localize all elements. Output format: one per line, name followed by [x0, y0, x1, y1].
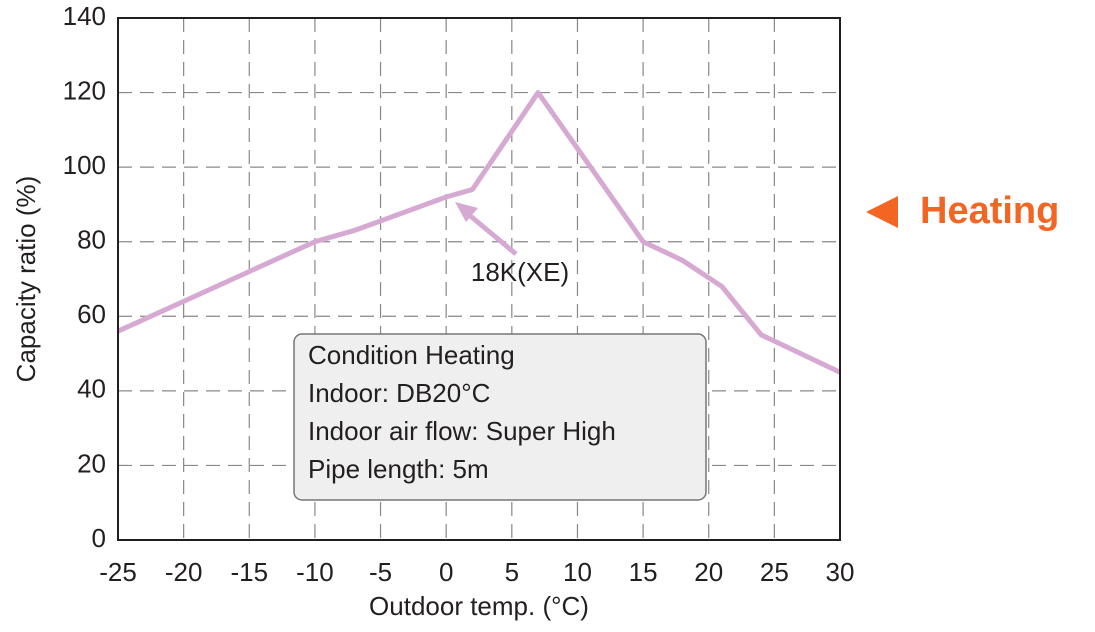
condition-text: Indoor air flow: Super High [308, 416, 616, 446]
condition-text: Condition Heating [308, 340, 515, 370]
y-tick-label: 140 [63, 1, 106, 31]
x-tick-label: 15 [629, 557, 658, 587]
x-tick-label: 30 [826, 557, 855, 587]
x-tick-label: 5 [505, 557, 519, 587]
y-axis-label: Capacity ratio (%) [11, 176, 41, 383]
x-tick-label: -15 [230, 557, 268, 587]
y-tick-label: 40 [77, 374, 106, 404]
annotation-arrowhead [455, 202, 478, 222]
side-label: Heating [920, 190, 1059, 232]
condition-text: Pipe length: 5m [308, 454, 489, 484]
x-tick-label: 10 [563, 557, 592, 587]
annotation-arrow [466, 212, 518, 256]
y-tick-label: 100 [63, 150, 106, 180]
x-tick-label: -25 [99, 557, 137, 587]
y-tick-label: 20 [77, 448, 106, 478]
y-tick-label: 60 [77, 299, 106, 329]
y-tick-label: 0 [92, 523, 106, 553]
x-tick-label: -10 [296, 557, 334, 587]
x-tick-label: -5 [369, 557, 392, 587]
data-line [116, 90, 842, 375]
x-axis-label: Outdoor temp. (°C) [369, 591, 589, 621]
x-tick-label: 20 [694, 557, 723, 587]
series-label: 18K(XE) [471, 257, 569, 287]
side-arrow [866, 196, 898, 228]
x-tick-label: 0 [439, 557, 453, 587]
condition-text: Indoor: DB20°C [308, 378, 490, 408]
plot-frame [117, 17, 841, 541]
y-tick-label: 120 [63, 75, 106, 105]
x-tick-label: 25 [760, 557, 789, 587]
y-tick-label: 80 [77, 225, 106, 255]
x-tick-label: -20 [165, 557, 203, 587]
condition-box [293, 333, 707, 501]
